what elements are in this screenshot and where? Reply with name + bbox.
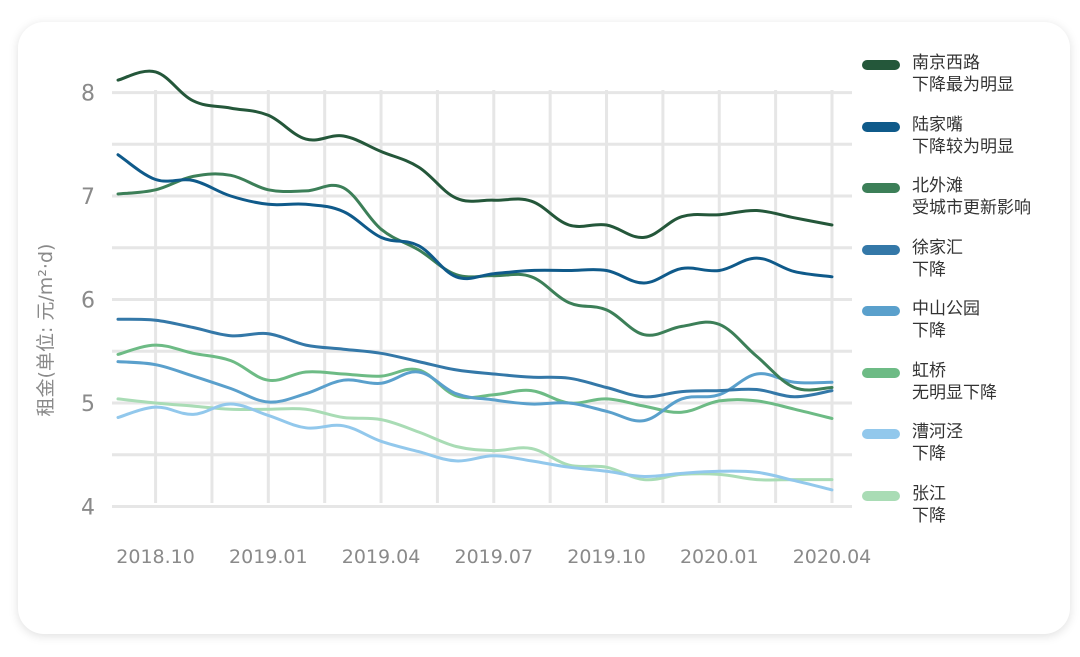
legend-item: 中山公园 下降 [862,298,980,342]
legend-swatch [862,121,900,132]
legend-text: 陆家嘴 下降较为明显 [912,114,1014,158]
y-tick-label: 5 [81,392,95,417]
y-tick-label: 7 [81,185,95,210]
legend-series-name: 南京西路 [912,53,980,73]
legend-series-name: 张江 [912,483,946,504]
legend-text: 虹桥 无明显下降 [912,360,997,404]
legend-swatch [862,429,900,439]
legend-swatch [862,183,900,193]
legend-series-name: 虹桥 [912,360,946,381]
legend-item: 南京西路 下降最为明显 [862,52,1014,96]
legend-text: 北外滩 受城市更新影响 [912,175,1031,219]
legend-text: 中山公园 下降 [912,298,980,342]
x-tick-label: 2019.10 [567,546,646,568]
y-tick-label: 8 [81,82,95,107]
x-tick-label: 2020.01 [680,546,759,568]
x-tick-label: 2019.01 [229,546,308,568]
legend-series-note: 受城市更新影响 [912,198,1031,218]
x-tick-label: 2018.10 [116,546,195,568]
legend-series-name: 陆家嘴 [912,114,963,135]
legend-swatch [862,306,900,316]
legend-series-name: 漕河泾 [912,422,963,442]
legend-item: 北外滩 受城市更新影响 [862,175,1031,219]
series-line-0 [116,69,834,239]
legend-item: 徐家汇 下降 [862,237,963,281]
legend-series-note: 下降 [912,259,946,280]
legend-text: 徐家汇 下降 [912,237,963,281]
legend-item: 虹桥 无明显下降 [862,360,997,404]
y-tick-label: 6 [81,289,95,314]
legend-series-note: 下降最为明显 [912,75,1014,95]
legend-item: 陆家嘴 下降较为明显 [862,114,1014,158]
grid [112,90,852,508]
legend-text: 漕河泾 下降 [912,421,963,465]
legend-text: 张江 下降 [912,483,946,527]
series-line-3 [116,317,834,399]
legend-series-name: 徐家汇 [912,237,963,258]
legend-series-note: 下降 [912,505,946,526]
y-tick-label: 4 [81,495,95,520]
legend-series-name: 中山公园 [912,299,980,319]
legend-swatch [862,60,900,70]
legend-item: 张江 下降 [862,483,946,527]
legend-item: 漕河泾 下降 [862,421,963,465]
x-tick-label: 2019.04 [342,546,421,568]
legend-swatch [862,490,900,501]
series-line-7 [116,397,834,482]
y-axis-label: 租金(单位: 元/m²·d) [35,244,57,417]
legend-swatch [862,244,900,255]
legend-series-name: 北外滩 [912,176,963,196]
legend-series-note: 下降 [912,444,946,464]
legend-swatch [862,367,900,378]
x-tick-label: 2019.07 [455,546,534,568]
x-tick-label: 2020.04 [793,546,872,568]
legend-series-note: 下降较为明显 [912,136,1014,157]
legend-series-note: 无明显下降 [912,382,997,403]
series-line-4 [116,360,834,423]
legend-series-note: 下降 [912,321,946,341]
series-line-1 [116,153,834,285]
legend-text: 南京西路 下降最为明显 [912,52,1014,96]
series-line-6 [116,402,834,492]
